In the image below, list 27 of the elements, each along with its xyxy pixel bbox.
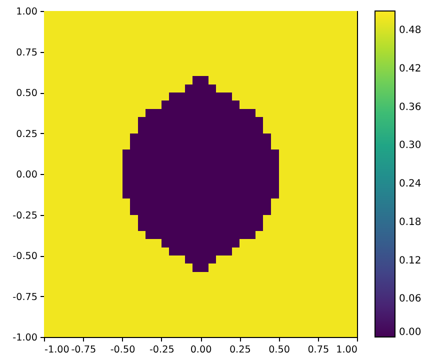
y-tick-label: 0.50 bbox=[16, 88, 38, 99]
color-bar-label: 0.48 bbox=[399, 25, 422, 36]
color-bar-label: 0.06 bbox=[399, 294, 422, 305]
color-bar-label: 0.30 bbox=[399, 140, 422, 152]
x-tick-label: -0.75 bbox=[71, 344, 96, 356]
x-tick-label: 0.25 bbox=[229, 344, 251, 356]
color-bar-label: 0.12 bbox=[399, 255, 422, 266]
y-tick-label: 0.75 bbox=[16, 47, 38, 58]
y-tick-label: -0.50 bbox=[12, 251, 38, 262]
y-tick-label: 1.00 bbox=[16, 6, 38, 18]
y-tick-label: -0.25 bbox=[12, 210, 38, 222]
y-tick-label: -1.00 bbox=[12, 332, 38, 344]
color-bar-label: 0.42 bbox=[399, 64, 422, 75]
x-tick-label: -1.00 bbox=[44, 344, 70, 356]
y-tick-label: 0.25 bbox=[16, 128, 38, 140]
x-tick-label: 0.50 bbox=[268, 344, 290, 356]
x-tick-label: 1.00 bbox=[336, 344, 358, 356]
y-tick-label: 0.00 bbox=[16, 170, 38, 180]
color-bar-label: 0.24 bbox=[399, 178, 422, 190]
color-bar-label: 0.36 bbox=[399, 102, 422, 113]
x-tick-label: -0.25 bbox=[149, 344, 174, 356]
x-tick-label: 0.00 bbox=[190, 344, 212, 356]
color-bar-label: 0.00 bbox=[399, 327, 422, 338]
y-tick-label: -0.75 bbox=[12, 292, 38, 303]
x-tick-label: -0.50 bbox=[110, 344, 136, 356]
color-bar-label: 0.18 bbox=[399, 216, 422, 228]
x-tick-label: 0.75 bbox=[308, 344, 330, 356]
